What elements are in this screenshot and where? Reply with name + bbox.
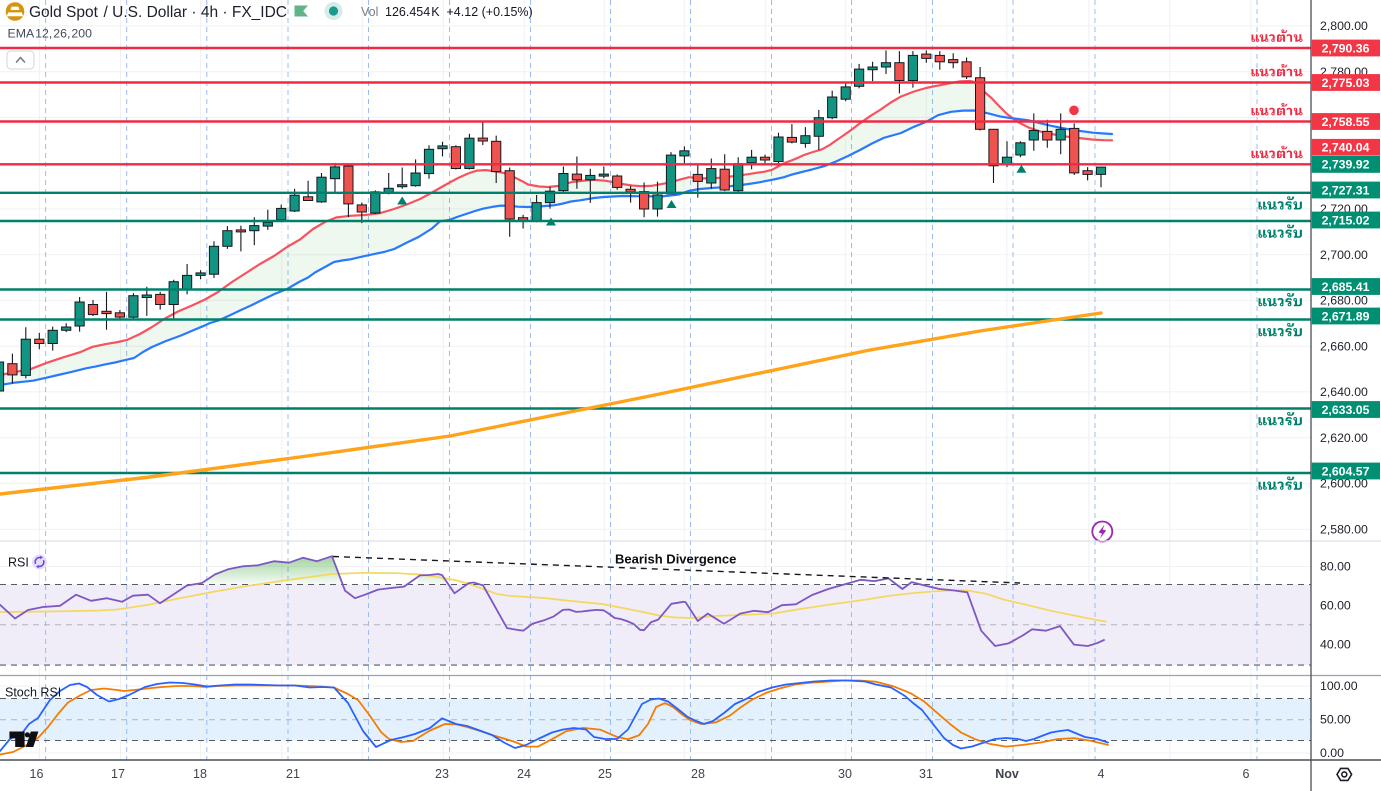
svg-text:6: 6 bbox=[1243, 767, 1250, 781]
svg-text:2,800.00: 2,800.00 bbox=[1320, 19, 1368, 33]
svg-text:Nov: Nov bbox=[995, 767, 1019, 781]
svg-text:24: 24 bbox=[517, 767, 531, 781]
svg-text:31: 31 bbox=[919, 767, 933, 781]
svg-text:2,758.55: 2,758.55 bbox=[1322, 115, 1370, 129]
svg-text:2,604.57: 2,604.57 bbox=[1322, 464, 1370, 478]
svg-text:2,740.04: 2,740.04 bbox=[1322, 141, 1370, 155]
svg-text:80.00: 80.00 bbox=[1320, 560, 1351, 574]
svg-text:Bearish Divergence: Bearish Divergence bbox=[615, 552, 736, 567]
svg-text:25: 25 bbox=[598, 767, 612, 781]
svg-text:16: 16 bbox=[30, 767, 44, 781]
svg-text:17: 17 bbox=[111, 767, 125, 781]
svg-text:Stoch RSI: Stoch RSI bbox=[5, 686, 61, 700]
svg-text:2,580.00: 2,580.00 bbox=[1320, 522, 1368, 536]
svg-text:126.454 K +4.12 (+0.15%): 126.454 K +4.12 (+0.15%) bbox=[385, 5, 533, 19]
svg-text:40.00: 40.00 bbox=[1320, 638, 1351, 652]
svg-text:18: 18 bbox=[193, 767, 207, 781]
svg-text:Gold Spot / U.S. Dollar · 4h: Gold Spot / U.S. Dollar · 4h · FX_IDC bbox=[29, 4, 287, 21]
svg-text:21: 21 bbox=[286, 767, 300, 781]
svg-text:2,680.00: 2,680.00 bbox=[1320, 294, 1368, 308]
svg-text:2,640.00: 2,640.00 bbox=[1320, 385, 1368, 399]
svg-text:4: 4 bbox=[1098, 767, 1105, 781]
svg-text:2,660.00: 2,660.00 bbox=[1320, 339, 1368, 353]
svg-text:2,685.41: 2,685.41 bbox=[1322, 280, 1370, 294]
svg-text:50.00: 50.00 bbox=[1320, 713, 1351, 727]
svg-text:28: 28 bbox=[691, 767, 705, 781]
svg-text:2,700.00: 2,700.00 bbox=[1320, 248, 1368, 262]
svg-text:0.00: 0.00 bbox=[1320, 746, 1344, 760]
svg-text:23: 23 bbox=[435, 767, 449, 781]
svg-text:2,620.00: 2,620.00 bbox=[1320, 431, 1368, 445]
svg-text:2,790.36: 2,790.36 bbox=[1322, 41, 1370, 55]
svg-text:60.00: 60.00 bbox=[1320, 599, 1351, 613]
svg-text:2,775.03: 2,775.03 bbox=[1322, 76, 1370, 90]
svg-text:Vol: Vol bbox=[361, 5, 378, 19]
svg-text:2,739.92: 2,739.92 bbox=[1322, 158, 1370, 172]
svg-text:2,715.02: 2,715.02 bbox=[1322, 213, 1370, 227]
svg-text:2,671.89: 2,671.89 bbox=[1322, 309, 1370, 323]
svg-text:RSI: RSI bbox=[8, 556, 29, 570]
svg-text:2,600.00: 2,600.00 bbox=[1320, 477, 1368, 491]
svg-text:2,727.31: 2,727.31 bbox=[1322, 183, 1370, 197]
svg-text:100.00: 100.00 bbox=[1320, 679, 1358, 693]
svg-text:EMA 12, 26, 200: EMA 12, 26, 200 bbox=[8, 27, 93, 41]
svg-text:30: 30 bbox=[838, 767, 852, 781]
svg-text:2,633.05: 2,633.05 bbox=[1322, 403, 1370, 417]
